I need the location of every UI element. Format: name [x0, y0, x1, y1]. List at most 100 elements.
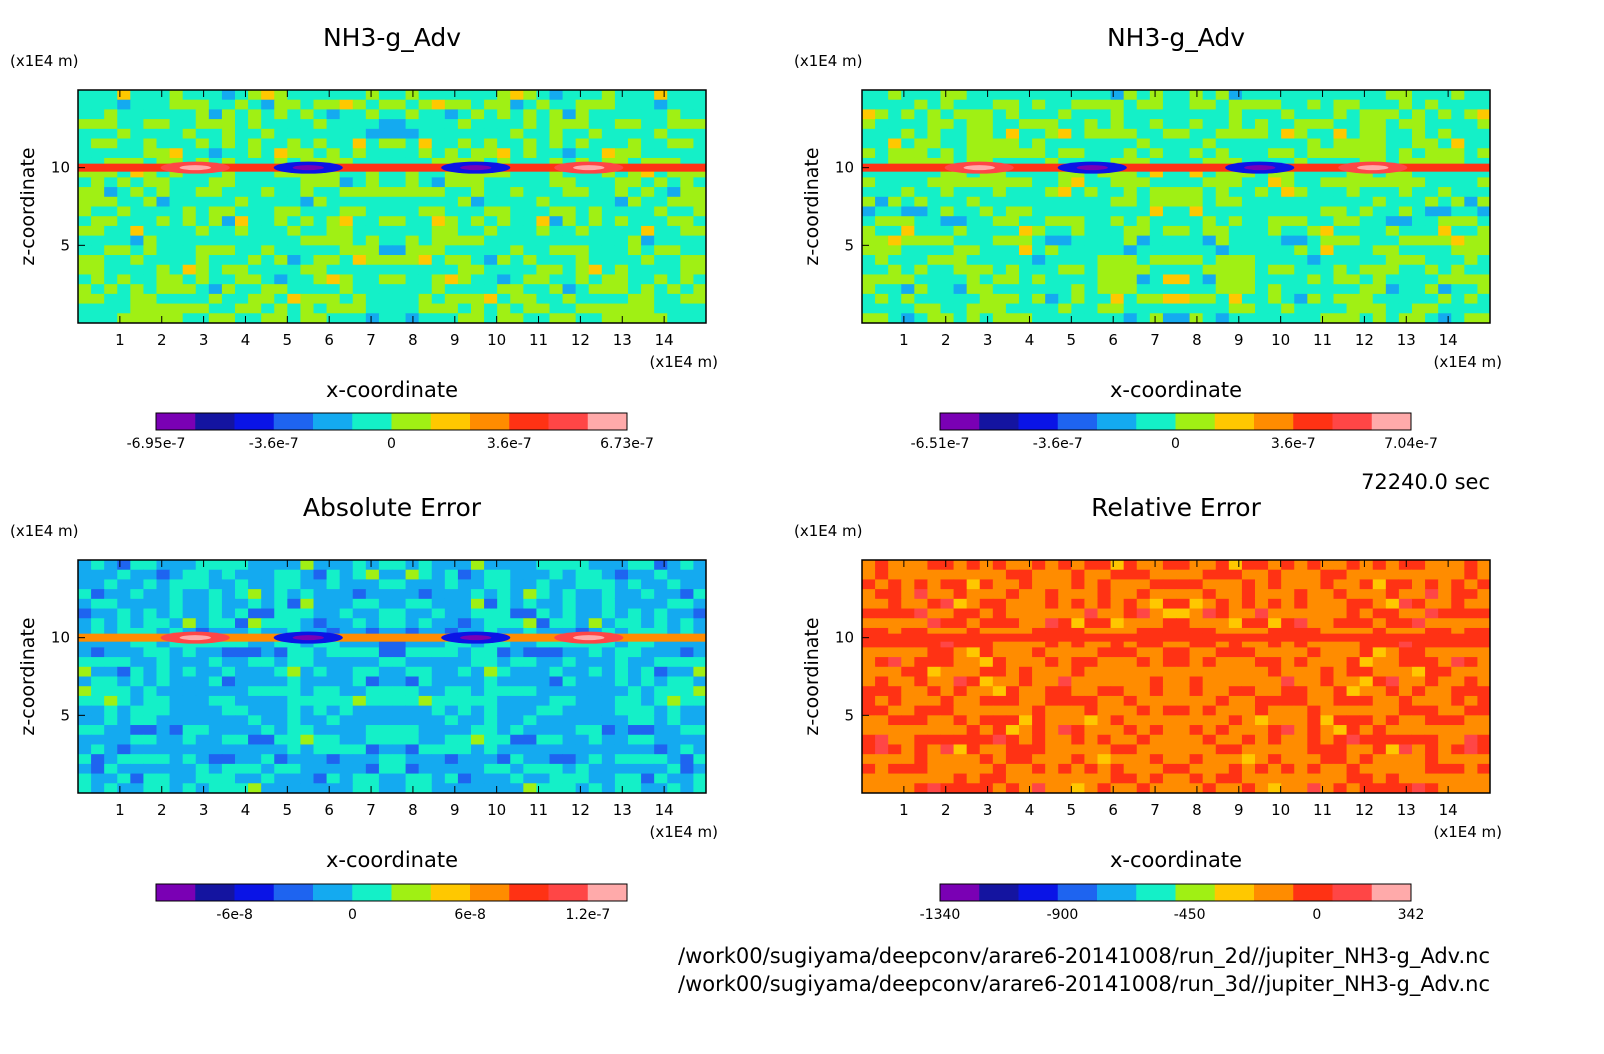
x-tick-label: 10 [1271, 801, 1290, 819]
heatmap-cell [1019, 569, 1033, 580]
heatmap-cell [1136, 695, 1151, 707]
heatmap-cell [405, 676, 419, 687]
heatmap-cell [1162, 225, 1177, 237]
heatmap-cell [679, 725, 694, 736]
heatmap-cell [1241, 264, 1255, 275]
x-axis-label: x-coordinate [1110, 378, 1242, 402]
heatmap-cell [1005, 763, 1020, 775]
heatmap-cell [901, 608, 915, 619]
heatmap-cell [1032, 686, 1046, 697]
x-tick-label: 5 [283, 331, 293, 349]
heatmap-cell [195, 245, 210, 256]
heatmap-cell [1398, 589, 1412, 600]
heatmap-cell [1097, 579, 1112, 590]
heatmap-cell [1319, 657, 1334, 668]
heatmap-cell [1084, 245, 1098, 256]
heatmap-cell [862, 627, 876, 639]
heatmap-cell [1398, 264, 1412, 275]
heatmap-cell [653, 589, 668, 600]
heatmap-cell [679, 109, 694, 120]
heatmap-cell [1005, 284, 1020, 295]
heatmap-cell [1019, 196, 1033, 207]
heatmap-cell [1359, 90, 1373, 101]
heatmap-cell [1136, 177, 1151, 188]
heatmap-cell [562, 637, 576, 648]
heatmap-cell [992, 245, 1007, 256]
heatmap-cell [562, 284, 576, 295]
heatmap-cell [1476, 216, 1491, 227]
heatmap-cell [352, 216, 367, 227]
heatmap-cell [182, 109, 197, 120]
heatmap-cell [405, 744, 419, 755]
heatmap-cell [1058, 128, 1072, 140]
heatmap-cell [1346, 109, 1360, 120]
heatmap-cell [862, 744, 876, 755]
heatmap-cell [1411, 303, 1426, 314]
heatmap-cell [1254, 90, 1269, 101]
heatmap-cell [261, 657, 275, 668]
heatmap-cell [522, 666, 537, 677]
heatmap-cell [1149, 618, 1164, 629]
feature-blob-core [573, 635, 605, 641]
heatmap-cell [1162, 637, 1177, 648]
heatmap-cell [208, 725, 223, 736]
heatmap-cell [1463, 206, 1478, 217]
heatmap-cell [1149, 598, 1164, 610]
heatmap-cell [1476, 196, 1491, 207]
heatmap-cell [287, 686, 301, 697]
heatmap-cell [261, 216, 275, 227]
heatmap-cell [143, 196, 157, 207]
heatmap-cell [483, 560, 498, 571]
heatmap-cell [979, 216, 994, 227]
heatmap-cell [953, 255, 968, 266]
heatmap-cell [365, 783, 380, 794]
heatmap-cell [261, 598, 275, 610]
heatmap-cell [130, 177, 144, 188]
heatmap-cell [679, 589, 694, 600]
heatmap-cell [117, 783, 131, 794]
heatmap-cell [91, 264, 105, 275]
heatmap-cell [339, 128, 354, 140]
heatmap-cell [653, 608, 668, 619]
heatmap-cell [221, 744, 236, 755]
heatmap-cell [457, 695, 471, 707]
heatmap-cell [653, 235, 668, 246]
heatmap-cell [1149, 177, 1164, 188]
heatmap-cell [169, 763, 184, 775]
heatmap-cell [1463, 255, 1478, 266]
heatmap-cell [1333, 109, 1347, 120]
heatmap-cell [496, 560, 511, 571]
heatmap-cell [653, 99, 668, 110]
heatmap-cell [1424, 196, 1439, 207]
heatmap-cell [588, 657, 602, 668]
heatmap-cell [914, 157, 928, 169]
heatmap-cell [1032, 579, 1046, 590]
x-unit-label: (x1E4 m) [649, 823, 718, 841]
heatmap-cell [470, 676, 485, 687]
heatmap-cell [1215, 744, 1229, 755]
heatmap-cell [1319, 608, 1334, 619]
heatmap-cell [640, 235, 655, 246]
heatmap-cell [627, 235, 642, 246]
heatmap-cell [405, 284, 419, 295]
heatmap-cell [1162, 245, 1177, 256]
heatmap-cell [1346, 695, 1360, 707]
heatmap-cell [1084, 274, 1098, 285]
heatmap-cell [287, 618, 301, 629]
heatmap-cell [1110, 225, 1125, 237]
heatmap-cell [261, 245, 275, 256]
heatmap-cell [1319, 119, 1334, 130]
heatmap-cell [248, 245, 262, 256]
heatmap-cell [1005, 157, 1020, 169]
heatmap-cell [888, 167, 902, 178]
heatmap-cell [405, 695, 419, 707]
heatmap-cell [522, 686, 537, 697]
heatmap-cell [927, 187, 941, 198]
heatmap-cell [431, 676, 445, 687]
heatmap-cell [235, 293, 249, 305]
heatmap-cell [1176, 705, 1190, 716]
heatmap-cell [300, 119, 314, 130]
heatmap-cell [1306, 763, 1321, 775]
heatmap-cell [326, 569, 341, 580]
heatmap-cell [1306, 695, 1321, 707]
